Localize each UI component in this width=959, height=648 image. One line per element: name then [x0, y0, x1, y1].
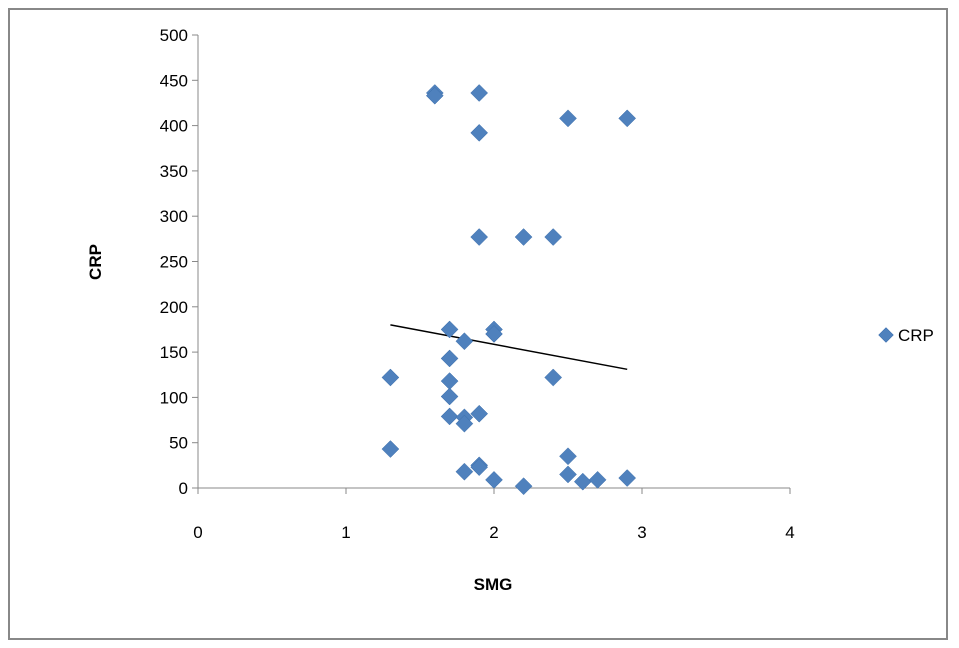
data-point	[440, 387, 459, 406]
trendline	[390, 324, 628, 371]
x-tick-label: 3	[637, 523, 646, 542]
data-point	[485, 325, 503, 343]
data-point	[470, 123, 489, 142]
data-point	[470, 228, 489, 246]
y-tick-label: 300	[160, 207, 188, 226]
data-point	[470, 458, 489, 477]
y-tick-label: 450	[160, 71, 188, 90]
data-point	[425, 86, 444, 105]
data-point	[440, 320, 459, 339]
data-point	[559, 447, 577, 466]
x-tick-label: 0	[193, 523, 202, 542]
data-point	[440, 407, 459, 426]
y-tick-label: 350	[160, 162, 188, 181]
data-point	[440, 372, 459, 390]
data-point	[618, 109, 637, 128]
data-point	[470, 84, 489, 102]
y-tick-label: 500	[160, 26, 188, 45]
data-point	[559, 109, 577, 128]
legend: CRP	[878, 326, 934, 345]
chart-frame	[8, 8, 948, 640]
data-point	[381, 368, 400, 387]
x-axis-title: SMG	[474, 575, 513, 594]
legend-label: CRP	[898, 326, 934, 345]
data-point	[455, 414, 474, 433]
y-tick-label: 100	[160, 388, 188, 407]
x-tick-label: 1	[341, 523, 350, 542]
trendline-group	[390, 324, 628, 371]
y-tick-label: 200	[160, 298, 188, 317]
y-tick-label: 400	[160, 117, 188, 136]
y-tick-label: 150	[160, 343, 188, 362]
legend-marker	[878, 327, 894, 343]
data-point	[381, 440, 400, 458]
x-tick-label: 2	[489, 523, 498, 542]
axes	[192, 34, 791, 494]
y-tick-label: 250	[160, 253, 188, 272]
data-point	[559, 465, 577, 484]
data-point	[470, 404, 489, 423]
data-point	[618, 469, 637, 487]
tick-labels: 0 50 100 150 200 250 300 350 400 450 500 0 1 2 3 4	[160, 26, 795, 542]
data-point	[573, 472, 592, 491]
y-tick-label: 0	[179, 479, 188, 498]
data-point	[588, 470, 607, 489]
data-point	[514, 228, 533, 246]
y-tick-label: 50	[169, 434, 188, 453]
y-axis-title: CRP	[86, 244, 105, 280]
data-point	[455, 462, 474, 481]
data-point	[544, 368, 563, 387]
data-point	[485, 470, 503, 489]
data-points	[381, 84, 637, 496]
data-point	[514, 477, 533, 496]
data-point	[544, 228, 563, 246]
data-point	[455, 332, 474, 351]
data-point	[440, 349, 459, 368]
x-tick-label: 4	[785, 523, 794, 542]
